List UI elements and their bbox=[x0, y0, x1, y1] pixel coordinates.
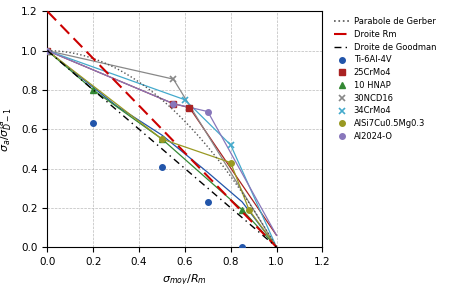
Ti-6Al-4V bbox=[91, 122, 96, 125]
Parabole de Gerber bbox=[181, 118, 187, 122]
Parabole de Gerber bbox=[237, 189, 243, 192]
Droite de Goodman bbox=[180, 165, 186, 169]
10 HNAP bbox=[159, 137, 165, 141]
Droite de Goodman bbox=[185, 169, 191, 173]
Droite de Goodman bbox=[273, 245, 279, 249]
Y-axis label: $\sigma_a/\sigma_{D-1}^{ta}$: $\sigma_a/\sigma_{D-1}^{ta}$ bbox=[0, 107, 16, 152]
Line: Droite de Goodman: Droite de Goodman bbox=[47, 51, 276, 247]
Ti-6Al-4V bbox=[205, 200, 210, 204]
X-axis label: $\sigma_{moy}/R_m$: $\sigma_{moy}/R_m$ bbox=[163, 272, 207, 284]
25CrMo4 bbox=[171, 102, 176, 105]
25CrMo4 bbox=[187, 106, 192, 109]
34CrMo4 bbox=[182, 98, 188, 101]
Droite de Goodman bbox=[252, 227, 258, 230]
Parabole de Gerber bbox=[252, 210, 258, 214]
Parabole de Gerber bbox=[45, 49, 50, 52]
Parabole de Gerber bbox=[180, 118, 186, 121]
Line: 10 HNAP: 10 HNAP bbox=[45, 48, 245, 212]
Line: Ti-6Al-4V: Ti-6Al-4V bbox=[45, 48, 245, 250]
Ti-6Al-4V bbox=[159, 165, 165, 168]
10 HNAP bbox=[91, 88, 96, 92]
34CrMo4 bbox=[228, 143, 234, 147]
Legend: Parabole de Gerber, Droite Rm, Droite de Goodman, Ti-6Al-4V, 25CrMo4, 10 HNAP, 3: Parabole de Gerber, Droite Rm, Droite de… bbox=[332, 16, 438, 143]
Droite de Goodman bbox=[45, 49, 50, 52]
Line: 34CrMo4: 34CrMo4 bbox=[182, 96, 234, 149]
Droite de Goodman bbox=[46, 50, 51, 53]
Line: 25CrMo4: 25CrMo4 bbox=[45, 48, 192, 110]
25CrMo4 bbox=[45, 49, 50, 52]
Line: AlSi7Cu0.5Mg0.3: AlSi7Cu0.5Mg0.3 bbox=[45, 48, 252, 212]
Parabole de Gerber bbox=[46, 49, 51, 52]
Parabole de Gerber bbox=[185, 122, 191, 126]
Parabole de Gerber bbox=[273, 245, 279, 249]
Ti-6Al-4V bbox=[45, 49, 50, 52]
AlSi7Cu0.5Mg0.3 bbox=[159, 137, 165, 141]
Droite de Goodman bbox=[181, 166, 187, 169]
Droite de Goodman bbox=[237, 214, 243, 218]
Al2024-O bbox=[45, 49, 50, 52]
10 HNAP bbox=[45, 49, 50, 52]
Line: Al2024-O: Al2024-O bbox=[45, 48, 210, 114]
Line: Parabole de Gerber: Parabole de Gerber bbox=[47, 51, 276, 247]
Al2024-O bbox=[205, 110, 210, 113]
AlSi7Cu0.5Mg0.3 bbox=[45, 49, 50, 52]
AlSi7Cu0.5Mg0.3 bbox=[246, 208, 252, 212]
Al2024-O bbox=[171, 102, 176, 105]
10 HNAP bbox=[239, 208, 245, 212]
Ti-6Al-4V bbox=[239, 245, 245, 249]
AlSi7Cu0.5Mg0.3 bbox=[228, 161, 234, 164]
